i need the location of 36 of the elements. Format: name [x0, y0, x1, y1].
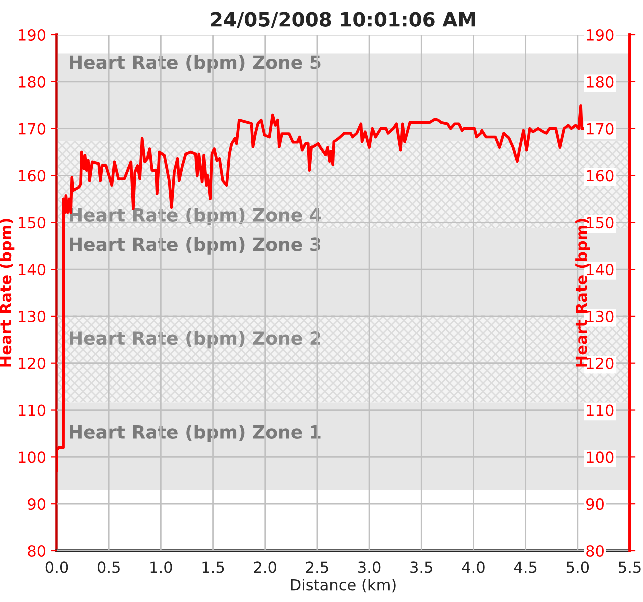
x-tick-label: 3.0: [358, 562, 381, 574]
x-tick-label: 4.0: [462, 562, 485, 574]
x-tick-label: 2.5: [306, 562, 328, 574]
y-tick-label: 80: [28, 545, 46, 558]
y-tick-label: 180: [19, 76, 46, 88]
y-tick-label: 140: [19, 264, 46, 276]
x-tick-label: 1.5: [202, 562, 224, 574]
y2-tick-label: 100: [587, 452, 614, 464]
y-tick-label: 120: [19, 358, 46, 370]
y-tick-label: 170: [19, 123, 46, 135]
x-tick-label: 0.5: [98, 562, 120, 574]
y-tick-label: 100: [19, 452, 46, 464]
y-tick-label: 90: [28, 498, 46, 510]
x-tick-label: 5.0: [566, 562, 590, 574]
y2-tick-label: 170: [587, 123, 614, 135]
y2-tick-label: 80: [586, 545, 604, 558]
x-axis-title: Distance (km): [291, 578, 396, 593]
y-tick-label: 130: [19, 310, 46, 322]
x-tick-label: 2.0: [254, 562, 276, 574]
chart-title: 24/05/2008 10:01:06 AM: [211, 12, 476, 28]
y-tick-label: 110: [19, 404, 46, 416]
y2-tick-label: 180: [587, 76, 614, 88]
x-tick-label: 0.0: [46, 562, 68, 574]
y2-tick-label: 90: [586, 498, 604, 510]
y-tick-label: 190: [19, 29, 46, 42]
y-axis-title: Heart Rate (bpm): [0, 219, 15, 367]
y-tick-label: 150: [19, 217, 46, 229]
y-tick-label: 160: [19, 170, 46, 182]
x-tick-label: 4.5: [514, 562, 537, 574]
y2-tick-label: 190: [587, 29, 614, 42]
x-tick-label: 1.0: [150, 562, 172, 574]
y2-tick-label: 110: [587, 404, 614, 416]
y2-tick-label: 160: [587, 170, 614, 182]
x-tick-label: 3.5: [410, 562, 432, 574]
x-tick-label: 5.5: [619, 562, 641, 574]
y2-tick-label: 130: [587, 310, 614, 322]
